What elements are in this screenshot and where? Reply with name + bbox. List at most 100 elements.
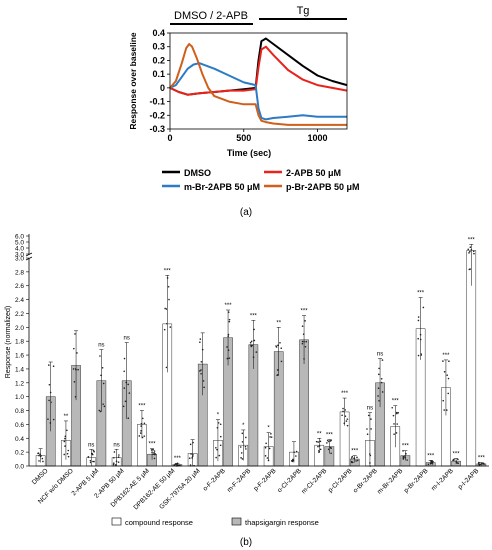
panel-b-ytick-label: 2.8 [15,269,24,276]
data-point [64,437,66,440]
data-point [268,447,271,450]
data-point [139,432,142,434]
data-point [89,459,92,462]
data-point [115,460,118,463]
data-point [277,344,279,347]
data-point [393,433,395,435]
data-point [98,409,101,412]
data-point [76,352,78,354]
data-point [113,451,116,453]
data-point [128,392,131,394]
data-point [219,435,222,438]
data-point [366,433,369,435]
data-point [369,462,371,464]
data-point [301,325,304,327]
panel-b-caption: (b) [240,537,252,548]
data-point [203,386,205,389]
data-point [304,345,307,348]
data-point [393,423,395,425]
panel-a-ytick-label: 0.1 [152,69,165,79]
significance-label: *** [442,353,450,359]
data-point [378,399,380,402]
significance-label: ns [98,343,104,349]
data-point [319,440,322,443]
data-point [227,333,230,336]
panel-b-ytick-label: 1.2 [15,380,24,387]
data-point [264,455,267,457]
data-point [342,407,344,410]
data-point [355,460,357,462]
data-point [447,392,450,395]
data-point [419,338,422,341]
data-point [227,311,230,313]
data-point [457,458,459,461]
legend-label-dmso: DMSO [184,168,211,178]
data-point [140,422,143,425]
significance-label: ns [367,406,373,412]
data-point [125,381,127,384]
data-point [330,447,332,450]
panel-a-xtick-label: 500 [236,133,251,143]
data-point [175,463,178,466]
data-point [478,464,481,466]
data-point [154,452,156,455]
data-point [39,453,41,456]
data-point [405,452,407,455]
data-point [191,457,193,459]
category-label: p-Cl-2APB [327,467,354,494]
data-point [317,445,319,448]
data-point [143,435,146,437]
significance-label: *** [478,456,486,462]
data-point [469,250,471,253]
data-point [370,418,372,420]
data-point [74,368,77,370]
data-point [47,418,49,420]
data-point [228,320,231,323]
significance-label: *** [402,444,410,450]
significance-label: *** [164,268,172,274]
data-point [250,344,252,346]
data-point [350,457,353,459]
data-point [392,414,395,417]
significance-label: ** [276,320,281,326]
data-point [52,365,55,368]
data-point [326,439,329,442]
data-point [167,285,170,288]
data-point [72,368,75,370]
panel-b-ytick-label: 1.6 [15,353,24,360]
data-point [143,422,146,425]
data-point [319,448,322,451]
data-point [443,370,446,373]
data-point [455,461,458,464]
data-point [318,445,321,447]
data-point [470,248,473,251]
data-point [252,356,255,358]
data-point [473,252,475,255]
data-point [468,252,470,254]
significance-label: *** [326,433,334,439]
data-point [255,351,258,353]
significance-label: * [242,423,245,429]
data-point [219,444,222,447]
data-point [302,333,305,336]
data-point [218,454,221,457]
panel-b-ytick-label: 3.0 [15,252,24,259]
data-point [219,423,222,426]
data-point [472,250,475,253]
data-point [66,429,68,432]
data-point [140,430,142,432]
significance-label: ns [377,352,383,358]
data-point [404,455,406,457]
significance-label: * [217,413,220,419]
data-point [127,383,129,386]
data-point [327,448,330,451]
data-point [275,346,278,348]
data-point [304,320,306,322]
category-label: m-F-2APB [226,467,252,493]
category-label: m-Cl-2APB [300,467,328,495]
data-point [455,460,458,463]
data-point [140,425,142,427]
data-point [240,452,243,454]
panel-b-ytick-label: 4.0 [15,246,24,253]
data-point [153,451,155,454]
